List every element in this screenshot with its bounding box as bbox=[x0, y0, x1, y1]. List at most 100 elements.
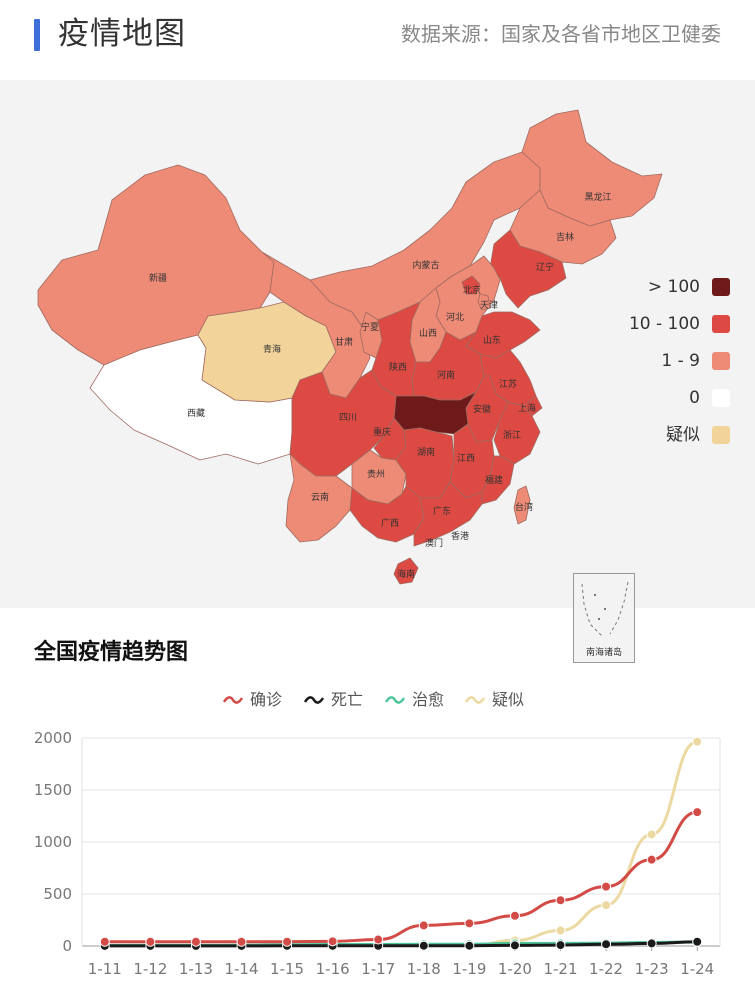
label-hebei: 河北 bbox=[446, 311, 464, 323]
label-liaoning: 辽宁 bbox=[536, 261, 554, 273]
label-sichuan: 四川 bbox=[339, 413, 357, 423]
legend-label: 0 bbox=[689, 388, 700, 408]
province-liaoning[interactable] bbox=[489, 229, 567, 309]
legend-row-1-9[interactable]: 1 - 9 bbox=[616, 349, 736, 373]
title-accent-bar bbox=[34, 19, 40, 51]
data-point-1 bbox=[601, 939, 612, 950]
data-point-0 bbox=[190, 936, 201, 947]
x-tick-label: 1-18 bbox=[407, 960, 441, 978]
label-shanxi: 山西 bbox=[419, 328, 437, 339]
y-tick-label: 500 bbox=[43, 885, 72, 903]
x-tick-label: 1-17 bbox=[361, 960, 395, 978]
x-tick-label: 1-20 bbox=[498, 960, 532, 978]
label-henan: 河南 bbox=[437, 369, 455, 381]
label-fujian: 福建 bbox=[485, 474, 503, 486]
data-point-3 bbox=[601, 900, 612, 911]
province-beijing[interactable] bbox=[461, 275, 481, 295]
legend-label: 10 - 100 bbox=[628, 314, 700, 334]
data-point-1 bbox=[509, 940, 520, 951]
data-point-3 bbox=[555, 925, 566, 936]
label-taiwan: 台湾 bbox=[515, 501, 533, 513]
legend-line-icon bbox=[384, 696, 406, 704]
y-tick-label: 1000 bbox=[34, 833, 72, 851]
label-gansu: 甘肃 bbox=[335, 336, 353, 348]
label-anhui: 安徽 bbox=[473, 403, 491, 415]
data-point-1 bbox=[692, 936, 703, 947]
page-title: 疫情地图 bbox=[58, 16, 186, 52]
y-tick-label: 0 bbox=[62, 937, 72, 955]
legend-label: 1 - 9 bbox=[661, 351, 700, 371]
legend-line-icon bbox=[303, 696, 325, 704]
label-shandong: 山东 bbox=[483, 334, 501, 346]
province-hainan[interactable] bbox=[393, 557, 419, 585]
data-point-0 bbox=[145, 936, 156, 947]
label-jilin: 吉林 bbox=[556, 231, 574, 243]
legend-swatch bbox=[712, 426, 730, 444]
province-zhejiang[interactable] bbox=[493, 401, 541, 465]
x-tick-label: 1-12 bbox=[133, 960, 167, 978]
label-yunnan: 云南 bbox=[311, 491, 329, 503]
series-line-0 bbox=[104, 810, 698, 944]
south-china-sea-label: 南海诸岛 bbox=[585, 648, 622, 658]
label-xizang: 西藏 bbox=[187, 407, 205, 419]
label-shanghai: 上海 bbox=[518, 402, 536, 414]
province-hunan[interactable] bbox=[395, 427, 455, 499]
legend-item-label: 死亡 bbox=[331, 690, 364, 709]
label-qinghai: 青海 bbox=[263, 343, 281, 355]
data-point-0 bbox=[509, 910, 520, 921]
province-yunnan[interactable] bbox=[285, 453, 353, 543]
legend-item-label: 治愈 bbox=[412, 690, 445, 709]
data-point-0 bbox=[282, 936, 293, 947]
legend-row-10-100[interactable]: 10 - 100 bbox=[616, 312, 736, 336]
legend-line-icon bbox=[222, 696, 244, 704]
data-point-0 bbox=[601, 881, 612, 892]
label-shaanxi: 陕西 bbox=[389, 361, 407, 373]
label-guizhou: 贵州 bbox=[367, 468, 385, 480]
legend-swatch bbox=[712, 389, 730, 407]
chart-legend: 确诊 死亡 治愈 疑似 bbox=[0, 688, 755, 712]
data-point-3 bbox=[692, 736, 703, 747]
label-neimenggu: 内蒙古 bbox=[412, 259, 439, 271]
x-tick-label: 1-19 bbox=[452, 960, 486, 978]
legend-label: > 100 bbox=[647, 277, 700, 297]
data-point-0 bbox=[373, 934, 384, 945]
data-point-0 bbox=[692, 807, 703, 818]
label-aomen: 澳门 bbox=[425, 537, 443, 549]
x-tick-label: 1-16 bbox=[316, 960, 350, 978]
south-china-sea-inset: 南海诸岛 bbox=[573, 573, 635, 663]
legend-line-icon bbox=[464, 696, 486, 704]
label-xianggang: 香港 bbox=[451, 530, 469, 542]
province-taiwan[interactable] bbox=[513, 485, 531, 525]
label-jiangsu: 江苏 bbox=[499, 378, 517, 390]
data-point-0 bbox=[236, 936, 247, 947]
epidemic-map[interactable]: 新疆 西藏 青海 甘肃 内蒙古 黑龙江 吉林 辽宁 北京 天津 河北 山西 宁夏… bbox=[0, 80, 755, 663]
x-tick-label: 1-14 bbox=[224, 960, 258, 978]
label-beijing: 北京 bbox=[463, 284, 481, 296]
legend-row-suspected[interactable]: 疑似 bbox=[616, 423, 736, 447]
label-xinjiang: 新疆 bbox=[149, 272, 167, 284]
legend-swatch bbox=[712, 315, 730, 333]
province-guangdong[interactable] bbox=[413, 481, 483, 547]
province-tianjin[interactable] bbox=[477, 293, 491, 311]
legend-row-over-100[interactable]: > 100 bbox=[616, 275, 736, 299]
data-point-0 bbox=[418, 920, 429, 931]
data-point-0 bbox=[646, 854, 657, 865]
label-chongqing: 重庆 bbox=[373, 426, 391, 438]
label-hunan: 湖南 bbox=[417, 446, 435, 458]
trend-line-chart: 0 500 1000 1500 2000 1-11 1-12 1-13 1-14 1-15 1-16… bbox=[34, 729, 721, 978]
label-tianjin: 天津 bbox=[480, 300, 498, 311]
legend-swatch bbox=[712, 352, 730, 370]
x-tick-label: 1-15 bbox=[270, 960, 304, 978]
label-jiangxi: 江西 bbox=[457, 453, 475, 464]
label-guangdong: 广东 bbox=[433, 505, 451, 517]
data-point-1 bbox=[418, 940, 429, 951]
legend-item-label: 确诊 bbox=[250, 690, 283, 709]
label-ningxia: 宁夏 bbox=[361, 321, 379, 333]
label-heilongjiang: 黑龙江 bbox=[584, 191, 611, 203]
data-point-0 bbox=[327, 936, 338, 947]
legend-row-0[interactable]: 0 bbox=[616, 386, 736, 410]
data-point-1 bbox=[555, 940, 566, 951]
label-hainan: 海南 bbox=[397, 568, 415, 580]
legend-item-label: 疑似 bbox=[492, 690, 525, 709]
legend-swatch bbox=[712, 278, 730, 296]
